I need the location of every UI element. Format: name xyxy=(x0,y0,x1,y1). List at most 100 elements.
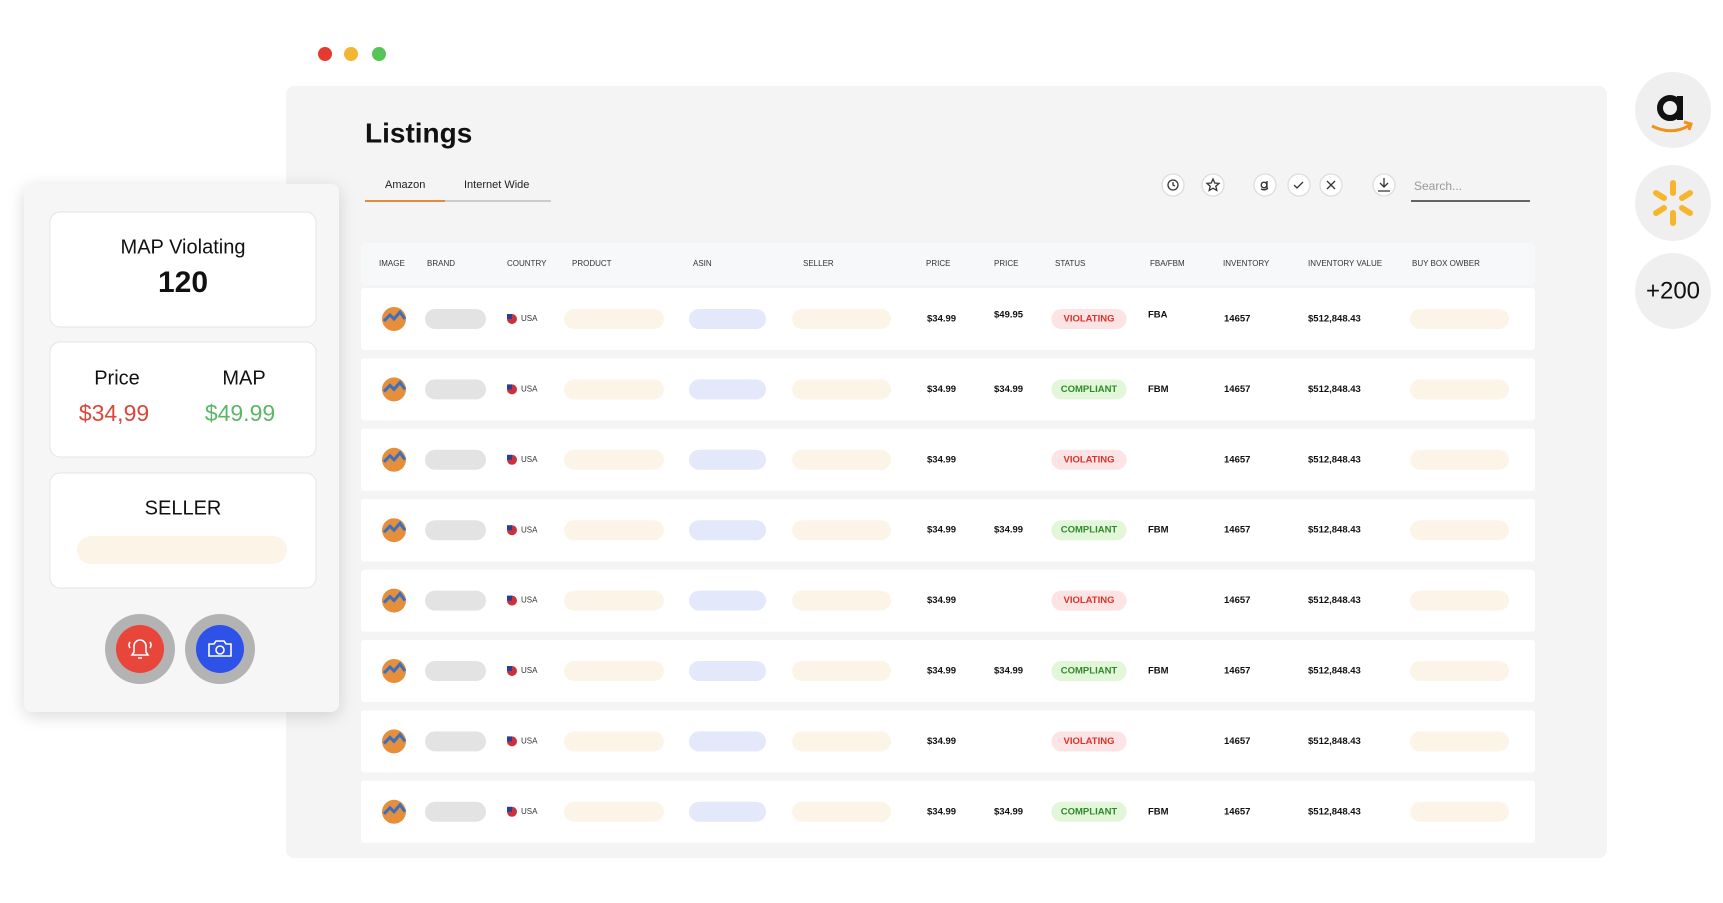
window-close[interactable] xyxy=(318,47,332,61)
inventory-value: $512,848.43 xyxy=(1308,525,1361,536)
product-image-art xyxy=(382,731,407,745)
fulfillment: FBA xyxy=(1148,310,1168,321)
product-placeholder xyxy=(564,520,664,541)
inventory-value: $512,848.43 xyxy=(1308,666,1361,677)
column-header: BUY BOX OWBER xyxy=(1412,259,1480,268)
status: COMPLIANT xyxy=(1061,525,1118,536)
brand-placeholder xyxy=(425,801,486,822)
country: USA xyxy=(521,314,538,323)
buybox-placeholder xyxy=(1410,801,1509,822)
status: COMPLIANT xyxy=(1061,806,1118,817)
map-price: $34.99 xyxy=(994,806,1023,817)
column-header: INVENTORY xyxy=(1223,259,1270,268)
column-header: STATUS xyxy=(1055,259,1085,268)
more-badge xyxy=(1635,253,1711,329)
column-header: ASIN xyxy=(693,259,712,268)
column-header: INVENTORY VALUE xyxy=(1308,259,1382,268)
brand-placeholder xyxy=(425,520,486,541)
table-row xyxy=(361,428,1535,491)
seller-placeholder xyxy=(792,661,891,681)
column-header: COUNTRY xyxy=(507,259,547,268)
fulfillment: FBM xyxy=(1148,525,1169,536)
column-header: PRICE xyxy=(926,259,950,268)
inventory-value: $512,848.43 xyxy=(1308,384,1361,395)
seller-placeholder xyxy=(792,449,891,470)
map-price: $34.99 xyxy=(994,666,1023,677)
brand-placeholder xyxy=(425,731,486,752)
fulfillment: FBM xyxy=(1148,806,1169,817)
seller-label: SELLER xyxy=(145,497,222,519)
product-placeholder xyxy=(564,449,664,470)
country: USA xyxy=(521,737,538,746)
column-header: PRICE xyxy=(994,259,1018,268)
buybox-placeholder xyxy=(1410,309,1509,329)
inventory-value: $512,848.43 xyxy=(1308,736,1361,747)
seller-placeholder xyxy=(792,801,891,822)
page-title: Listings xyxy=(365,117,472,148)
brand-placeholder xyxy=(425,309,486,329)
column-header: SELLER xyxy=(803,259,834,268)
asin-placeholder xyxy=(689,801,766,822)
asin-placeholder xyxy=(689,379,766,400)
brand-placeholder xyxy=(425,379,486,400)
window-minimize[interactable] xyxy=(344,47,358,61)
status-badge xyxy=(1051,379,1127,400)
inventory-value: $512,848.43 xyxy=(1308,595,1361,606)
product-image-art xyxy=(382,802,407,815)
alert-icon-bg xyxy=(116,625,164,673)
bell-icon xyxy=(128,639,152,659)
seller-placeholder xyxy=(792,731,891,752)
inventory-value: $512,848.43 xyxy=(1308,314,1361,325)
window-maximize[interactable] xyxy=(372,47,386,61)
favorite-button[interactable] xyxy=(1201,173,1225,197)
asin-placeholder xyxy=(689,661,766,681)
country: USA xyxy=(521,596,538,605)
column-header: FBA/FBM xyxy=(1150,259,1185,268)
country-flag-canton xyxy=(507,736,512,742)
inventory: 14657 xyxy=(1224,666,1250,677)
country-flag-canton xyxy=(507,806,512,812)
tab[interactable]: Amazon xyxy=(385,179,425,191)
camera-icon xyxy=(208,640,232,657)
violation-box xyxy=(49,211,317,328)
seller-placeholder xyxy=(792,520,891,541)
search-input[interactable]: Search... xyxy=(1414,179,1462,193)
product-image-art xyxy=(382,379,407,393)
map-price: $34.99 xyxy=(994,525,1023,536)
buybox-placeholder xyxy=(1410,520,1509,541)
table-body: IMAGE BRAND COUNTRY PRODUCT ASIN SELLER PRICE P… xyxy=(361,259,1535,843)
product-placeholder xyxy=(564,731,664,752)
fulfillment: FBM xyxy=(1148,384,1169,395)
country-flag-canton xyxy=(507,314,512,319)
more-count: +200 xyxy=(1646,277,1700,304)
price: $34.99 xyxy=(927,806,956,817)
approve-filter[interactable] xyxy=(1287,173,1311,197)
status: VIOLATING xyxy=(1063,454,1114,465)
product-placeholder xyxy=(564,309,664,329)
product-image-art xyxy=(382,450,407,463)
price: $34.99 xyxy=(927,525,956,536)
country-flag-canton xyxy=(507,666,512,671)
country: USA xyxy=(521,666,538,675)
toolbar xyxy=(1161,173,1396,197)
walmart-badge xyxy=(1635,165,1711,241)
violation-count: 120 xyxy=(158,266,208,299)
price: $34.99 xyxy=(927,666,956,677)
country: USA xyxy=(521,385,538,394)
country-flag-canton xyxy=(507,384,512,390)
map-price: $34.99 xyxy=(994,384,1023,395)
amazon-filter[interactable] xyxy=(1253,173,1277,197)
buybox-placeholder xyxy=(1410,661,1509,681)
status-badge xyxy=(1051,801,1127,822)
brand-placeholder xyxy=(425,590,486,611)
price-value: $34,99 xyxy=(79,400,149,426)
inventory: 14657 xyxy=(1224,736,1250,747)
asin-placeholder xyxy=(689,449,766,470)
tab[interactable]: Internet Wide xyxy=(464,179,529,191)
buybox-placeholder xyxy=(1410,379,1509,400)
price-box xyxy=(49,341,317,458)
table-header xyxy=(361,243,1535,285)
inventory: 14657 xyxy=(1224,454,1250,465)
